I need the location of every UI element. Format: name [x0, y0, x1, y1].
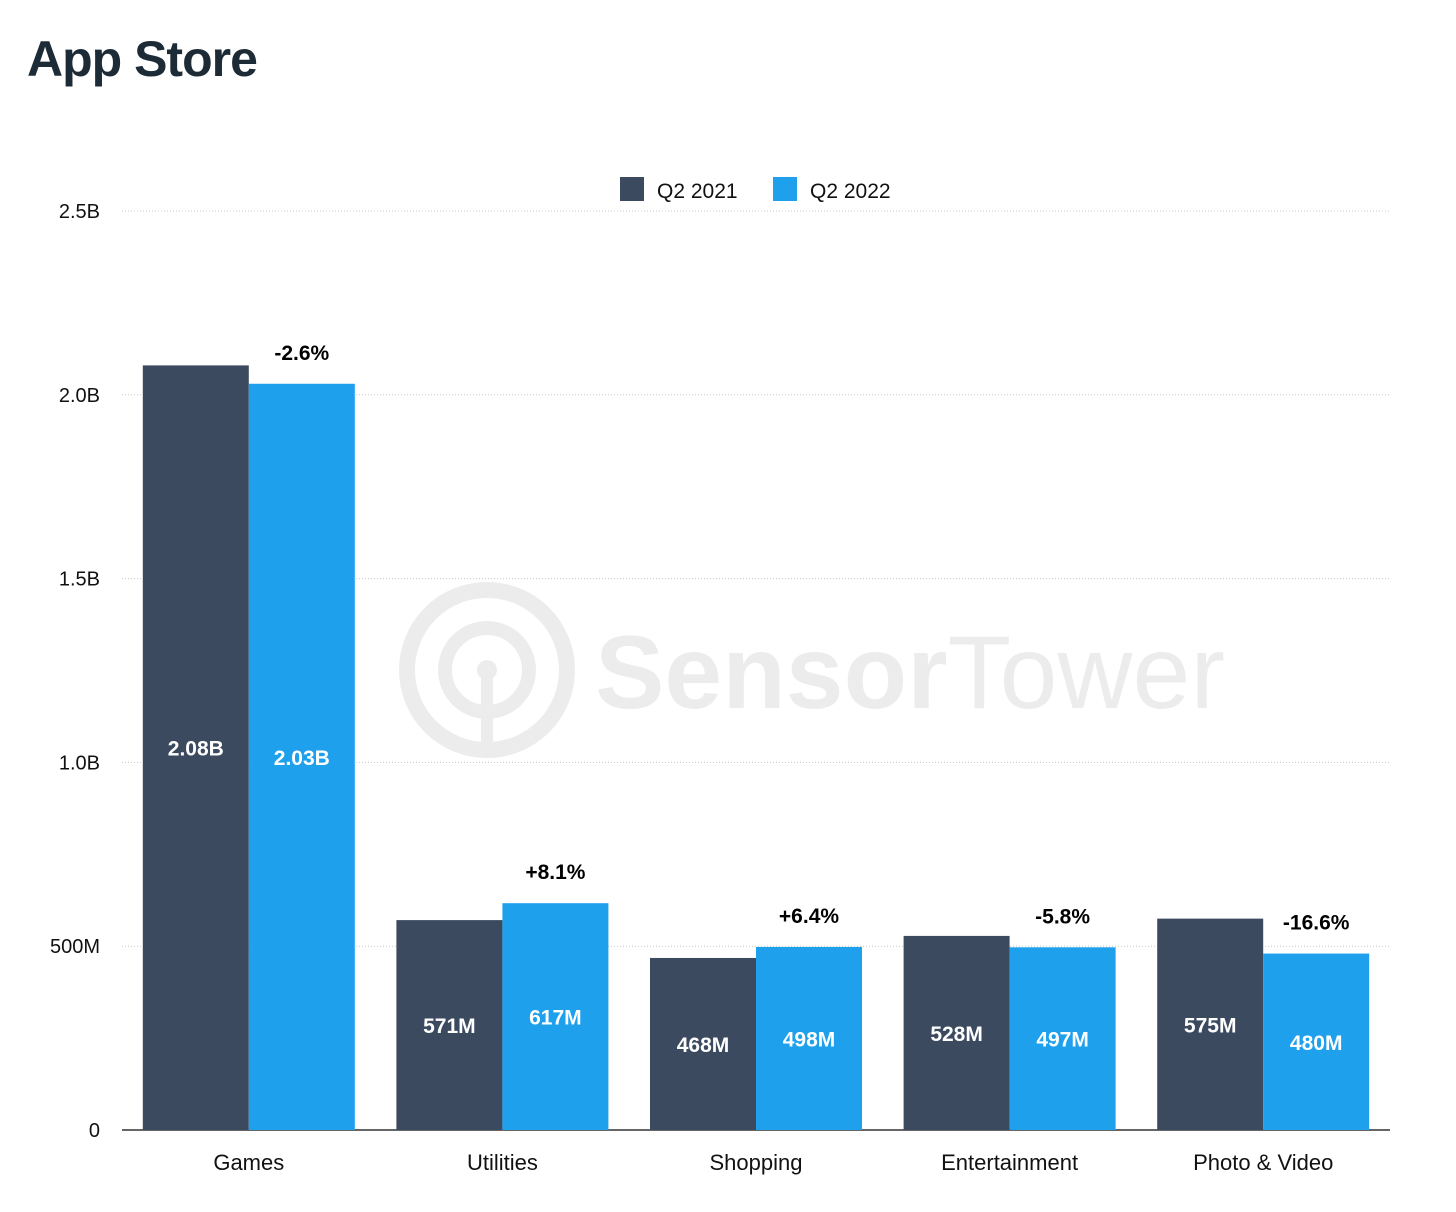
- bar: [502, 903, 609, 1130]
- bar: [756, 946, 862, 1130]
- bar: [396, 920, 503, 1130]
- x-tick-label: Entertainment: [941, 1150, 1078, 1175]
- y-tick-label: 0: [89, 1120, 100, 1142]
- svg-text:SensorTower: SensorTower: [595, 615, 1225, 731]
- change-label: +6.4%: [779, 905, 839, 928]
- chart-title: App Store: [27, 31, 258, 87]
- bar: [1157, 918, 1264, 1130]
- legend-label: Q2 2021: [657, 180, 738, 203]
- change-label: -16.6%: [1283, 912, 1350, 935]
- bar-value-label: 575M: [1184, 1014, 1237, 1037]
- bar-value-label: 480M: [1290, 1032, 1343, 1055]
- change-label: -5.8%: [1035, 905, 1090, 928]
- bar: [903, 935, 1010, 1130]
- bar-value-label: 617M: [529, 1007, 582, 1030]
- bar-value-label: 2.03B: [274, 747, 330, 770]
- change-label: +8.1%: [525, 861, 585, 884]
- bar-value-label: 497M: [1036, 1029, 1089, 1052]
- bar-value-label: 468M: [677, 1034, 730, 1057]
- y-tick-label: 2.5B: [59, 201, 100, 223]
- bar: [248, 383, 355, 1131]
- bar: [1009, 947, 1116, 1130]
- bar: [1263, 953, 1370, 1130]
- bar: [142, 365, 249, 1131]
- bar-value-label: 2.08B: [168, 738, 224, 761]
- change-label: -2.6%: [274, 342, 329, 365]
- x-tick-label: Photo & Video: [1193, 1150, 1333, 1175]
- x-tick-label: Shopping: [710, 1150, 803, 1175]
- y-tick-label: 1.5B: [59, 569, 100, 591]
- bar-value-label: 571M: [423, 1015, 476, 1038]
- bar-value-label: 498M: [783, 1028, 836, 1051]
- y-tick-label: 500M: [50, 936, 100, 958]
- bar-value-label: 528M: [930, 1023, 983, 1046]
- x-tick-label: Games: [213, 1150, 284, 1175]
- legend-label: Q2 2022: [810, 180, 891, 203]
- y-tick-label: 2.0B: [59, 385, 100, 407]
- bar: [650, 957, 756, 1130]
- legend-swatch: [620, 177, 644, 201]
- watermark-logo: SensorTower: [399, 582, 1225, 758]
- legend-swatch: [773, 177, 797, 201]
- x-tick-label: Utilities: [467, 1150, 538, 1175]
- y-tick-label: 1.0B: [59, 752, 100, 774]
